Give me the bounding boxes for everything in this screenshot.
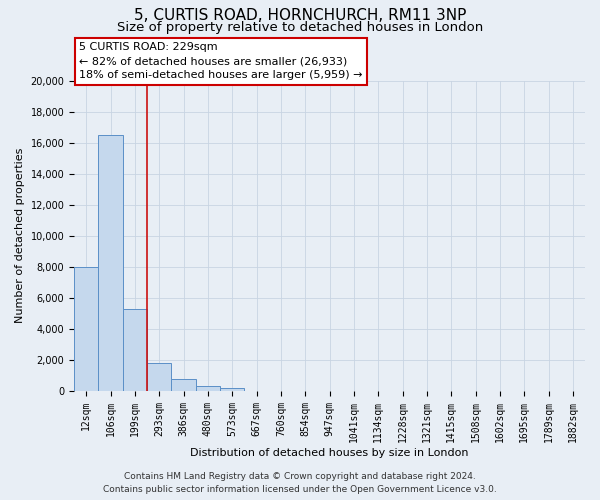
Bar [98,135,123,391]
Y-axis label: Number of detached properties: Number of detached properties [15,148,25,324]
Bar [196,386,220,391]
Bar [74,267,98,391]
Bar [172,378,196,391]
Bar [147,363,172,391]
Bar [220,388,244,391]
Text: Size of property relative to detached houses in London: Size of property relative to detached ho… [117,21,483,34]
Bar [123,309,147,391]
X-axis label: Distribution of detached houses by size in London: Distribution of detached houses by size … [190,448,469,458]
Text: 5 CURTIS ROAD: 229sqm
← 82% of detached houses are smaller (26,933)
18% of semi-: 5 CURTIS ROAD: 229sqm ← 82% of detached … [79,42,363,80]
Text: Contains HM Land Registry data © Crown copyright and database right 2024.
Contai: Contains HM Land Registry data © Crown c… [103,472,497,494]
Text: 5, CURTIS ROAD, HORNCHURCH, RM11 3NP: 5, CURTIS ROAD, HORNCHURCH, RM11 3NP [134,8,466,22]
